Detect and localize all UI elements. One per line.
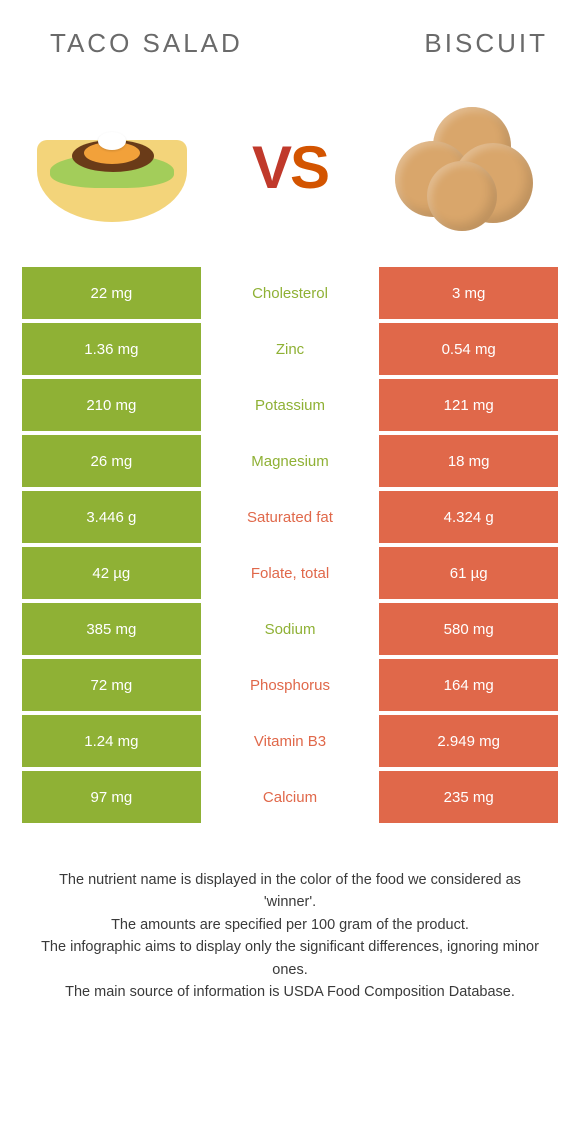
table-row: 72 mgPhosphorus164 mg (22, 659, 558, 711)
nutrient-name: Potassium (201, 379, 380, 431)
right-value: 18 mg (379, 435, 558, 487)
right-value: 3 mg (379, 267, 558, 319)
footer-line: The nutrient name is displayed in the co… (40, 869, 540, 914)
left-value: 210 mg (22, 379, 201, 431)
right-value: 4.324 g (379, 491, 558, 543)
right-value: 61 µg (379, 547, 558, 599)
footer-line: The amounts are specified per 100 gram o… (40, 914, 540, 936)
table-row: 385 mgSodium580 mg (22, 603, 558, 655)
footer-notes: The nutrient name is displayed in the co… (22, 823, 558, 1004)
right-value: 580 mg (379, 603, 558, 655)
nutrient-name: Sodium (201, 603, 380, 655)
left-food-title: TACO SALAD (50, 28, 243, 59)
nutrient-name: Saturated fat (201, 491, 380, 543)
nutrient-name: Phosphorus (201, 659, 380, 711)
right-value: 0.54 mg (379, 323, 558, 375)
right-value: 164 mg (379, 659, 558, 711)
left-value: 42 µg (22, 547, 201, 599)
left-value: 1.36 mg (22, 323, 201, 375)
table-row: 210 mgPotassium121 mg (22, 379, 558, 431)
vs-s: S (290, 133, 328, 202)
taco-salad-image (32, 107, 192, 227)
table-row: 97 mgCalcium235 mg (22, 771, 558, 823)
footer-line: The infographic aims to display only the… (40, 936, 540, 981)
left-value: 385 mg (22, 603, 201, 655)
left-value: 1.24 mg (22, 715, 201, 767)
right-food-title: BISCUIT (424, 28, 548, 59)
biscuit-image (388, 107, 548, 227)
left-value: 22 mg (22, 267, 201, 319)
comparison-images: VS (22, 77, 558, 267)
left-value: 3.446 g (22, 491, 201, 543)
header: TACO SALAD BISCUIT (22, 20, 558, 77)
right-value: 235 mg (379, 771, 558, 823)
nutrient-name: Cholesterol (201, 267, 380, 319)
table-row: 26 mgMagnesium18 mg (22, 435, 558, 487)
nutrient-name: Magnesium (201, 435, 380, 487)
nutrient-name: Calcium (201, 771, 380, 823)
vs-label: VS (252, 133, 328, 202)
left-value: 72 mg (22, 659, 201, 711)
table-row: 1.24 mgVitamin B32.949 mg (22, 715, 558, 767)
right-value: 121 mg (379, 379, 558, 431)
nutrient-name: Folate, total (201, 547, 380, 599)
table-row: 42 µgFolate, total61 µg (22, 547, 558, 599)
vs-v: V (252, 133, 290, 202)
nutrient-name: Zinc (201, 323, 380, 375)
table-row: 3.446 gSaturated fat4.324 g (22, 491, 558, 543)
footer-line: The main source of information is USDA F… (40, 981, 540, 1003)
left-value: 97 mg (22, 771, 201, 823)
right-value: 2.949 mg (379, 715, 558, 767)
table-row: 22 mgCholesterol3 mg (22, 267, 558, 319)
nutrient-name: Vitamin B3 (201, 715, 380, 767)
table-row: 1.36 mgZinc0.54 mg (22, 323, 558, 375)
left-value: 26 mg (22, 435, 201, 487)
nutrient-table: 22 mgCholesterol3 mg1.36 mgZinc0.54 mg21… (22, 267, 558, 823)
